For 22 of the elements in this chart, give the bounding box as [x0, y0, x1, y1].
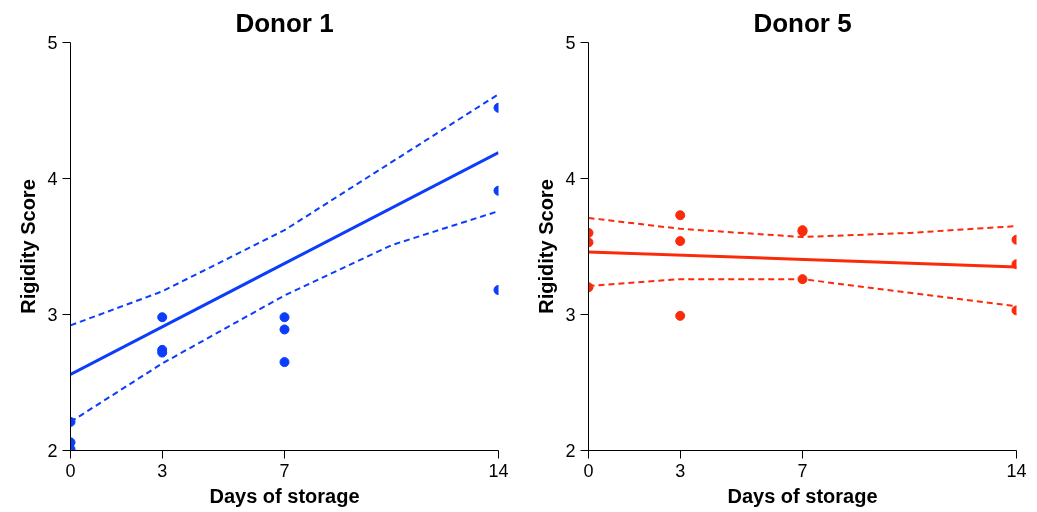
x-tick-label: 0 [583, 460, 594, 481]
y-axis-title: Rigidity Score [535, 179, 558, 314]
y-tick-label: 4 [565, 169, 576, 189]
y-tick-label: 2 [47, 441, 58, 461]
y-tick-label: 4 [47, 169, 58, 189]
chart-title: Donor 1 [235, 7, 334, 38]
y-tick-label: 3 [47, 305, 58, 325]
y-axis-title: Rigidity Score [17, 179, 40, 314]
x-tick-label: 14 [1006, 460, 1027, 481]
x-tick-label: 3 [675, 460, 686, 481]
x-axis-title: Days of storage [209, 484, 360, 507]
y-tick-label: 5 [565, 33, 576, 53]
x-tick-label: 7 [797, 460, 808, 481]
x-tick-label: 7 [279, 460, 290, 481]
x-tick-label: 3 [157, 460, 168, 481]
x-axis-title: Days of storage [727, 484, 878, 507]
y-tick-label: 3 [565, 305, 576, 325]
x-tick-label: 14 [488, 460, 509, 481]
y-tick-label: 2 [565, 441, 576, 461]
x-tick-label: 0 [65, 460, 76, 481]
chart-title: Donor 5 [753, 7, 852, 38]
y-tick-label: 5 [47, 33, 58, 53]
